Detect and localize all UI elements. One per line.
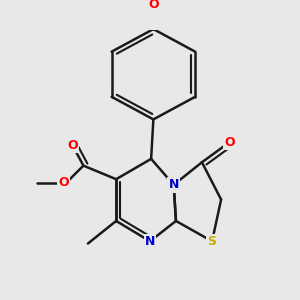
- Text: O: O: [58, 176, 68, 189]
- Text: N: N: [145, 235, 155, 248]
- Text: O: O: [225, 136, 235, 149]
- Text: O: O: [148, 0, 159, 11]
- Text: N: N: [169, 178, 179, 191]
- Text: S: S: [208, 235, 217, 248]
- Text: O: O: [68, 139, 78, 152]
